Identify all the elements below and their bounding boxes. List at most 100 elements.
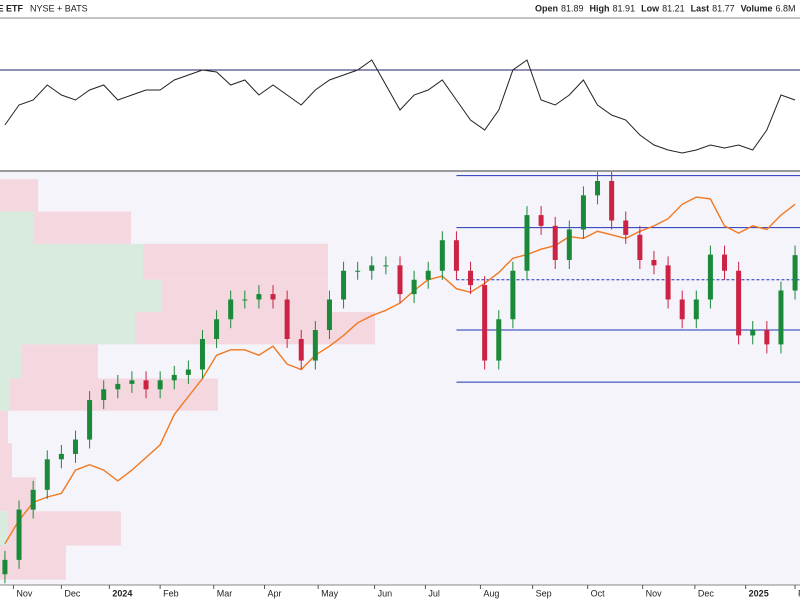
quote-value: 81.89 <box>561 3 584 13</box>
profile-down <box>0 443 12 478</box>
quote-label: Open <box>535 3 558 13</box>
candle-body <box>623 220 629 235</box>
candle-body <box>115 383 121 390</box>
candle-body <box>284 299 290 339</box>
candle-body <box>693 299 699 320</box>
candle-body <box>595 180 601 196</box>
candle-body <box>552 225 558 260</box>
candle-body <box>298 338 304 361</box>
candle-body <box>101 389 107 401</box>
quote-label: Low <box>641 3 660 13</box>
x-tick-label: Jun <box>378 588 393 598</box>
candle-body <box>58 453 64 460</box>
quote-value: 81.91 <box>613 3 636 13</box>
profile-up <box>0 378 10 411</box>
x-tick-label: May <box>321 588 339 598</box>
candle-body <box>143 380 149 390</box>
candle-body <box>750 330 756 336</box>
candle-body <box>30 489 36 510</box>
candle-body <box>453 240 459 271</box>
profile-down <box>10 378 218 411</box>
candle-body <box>679 299 685 320</box>
x-tick-label: Oct <box>591 588 606 598</box>
profile-up <box>0 243 143 280</box>
x-tick-label: Nov <box>16 588 33 598</box>
candle-body <box>326 299 332 331</box>
candle-body <box>439 240 445 271</box>
profile-up <box>0 344 22 379</box>
candle-body <box>482 285 488 361</box>
candle-body <box>383 265 389 267</box>
profile-down <box>0 545 66 580</box>
candle-body <box>707 254 713 300</box>
profile-up <box>0 279 162 313</box>
quote-value: 6.8M <box>776 3 796 13</box>
indicator-panel <box>0 18 800 170</box>
candle-body <box>44 459 50 490</box>
profile-down <box>22 344 98 379</box>
profile-down <box>135 312 375 345</box>
candle-body <box>538 215 544 226</box>
quote-value: 81.77 <box>712 3 735 13</box>
x-tick-label: Feb <box>163 588 179 598</box>
candle-body <box>185 369 191 375</box>
indicator-line <box>4 59 796 154</box>
profile-down <box>0 179 38 212</box>
profile-up <box>0 511 8 546</box>
candle-body <box>129 380 135 384</box>
candle-body <box>242 299 248 301</box>
profile-down <box>8 511 121 546</box>
candle-body <box>637 234 643 260</box>
candle-body <box>16 509 22 560</box>
candle-body <box>468 270 474 286</box>
candle-body <box>312 330 318 361</box>
header: FE ETF NYSE + BATS <box>0 3 88 13</box>
candle-body <box>87 400 93 440</box>
candle-body <box>397 265 403 295</box>
profile-down <box>33 211 131 244</box>
candle-body <box>764 330 770 345</box>
overlay-line <box>4 196 796 545</box>
x-tick-label: Jul <box>428 588 440 598</box>
candle-body <box>157 380 163 390</box>
candle-body <box>228 299 234 320</box>
candle-body <box>270 294 276 300</box>
profile-down <box>143 243 328 280</box>
candle-body <box>609 180 615 221</box>
candle-body <box>341 270 347 300</box>
x-tick-label: Nov <box>646 588 663 598</box>
candle-body <box>199 338 205 370</box>
candle-body <box>524 215 530 271</box>
candle-body <box>722 254 728 271</box>
x-tick-label: Sep <box>536 588 552 598</box>
candle-body <box>171 374 177 381</box>
x-tick-label: Mar <box>217 588 233 598</box>
profile-up <box>0 211 33 244</box>
candle-body <box>496 319 502 361</box>
x-tick-label: Feb <box>798 588 800 598</box>
x-tick-label: Aug <box>483 588 499 598</box>
candle-body <box>2 559 8 575</box>
candle-body <box>369 265 375 271</box>
candle-body <box>665 265 671 300</box>
x-tick-label: 2025 <box>749 588 769 598</box>
x-tick-label: 2024 <box>112 588 132 598</box>
candle-body <box>355 270 361 272</box>
candle-body <box>510 270 516 320</box>
quote-value: 81.21 <box>662 3 685 13</box>
candle-body <box>72 439 78 454</box>
candle-body <box>566 229 572 260</box>
profile-down <box>0 410 8 444</box>
candle-body <box>778 290 784 345</box>
candle-body <box>214 319 220 339</box>
candle-body <box>792 255 798 291</box>
quote-label: Volume <box>741 3 773 13</box>
x-tick-label: Dec <box>64 588 81 598</box>
symbol: FE ETF <box>0 3 24 13</box>
profile-up <box>0 312 135 345</box>
candle-body <box>651 259 657 266</box>
candle-body <box>580 195 586 230</box>
x-tick-label: Dec <box>698 588 715 598</box>
x-tick-label: Apr <box>268 588 282 598</box>
